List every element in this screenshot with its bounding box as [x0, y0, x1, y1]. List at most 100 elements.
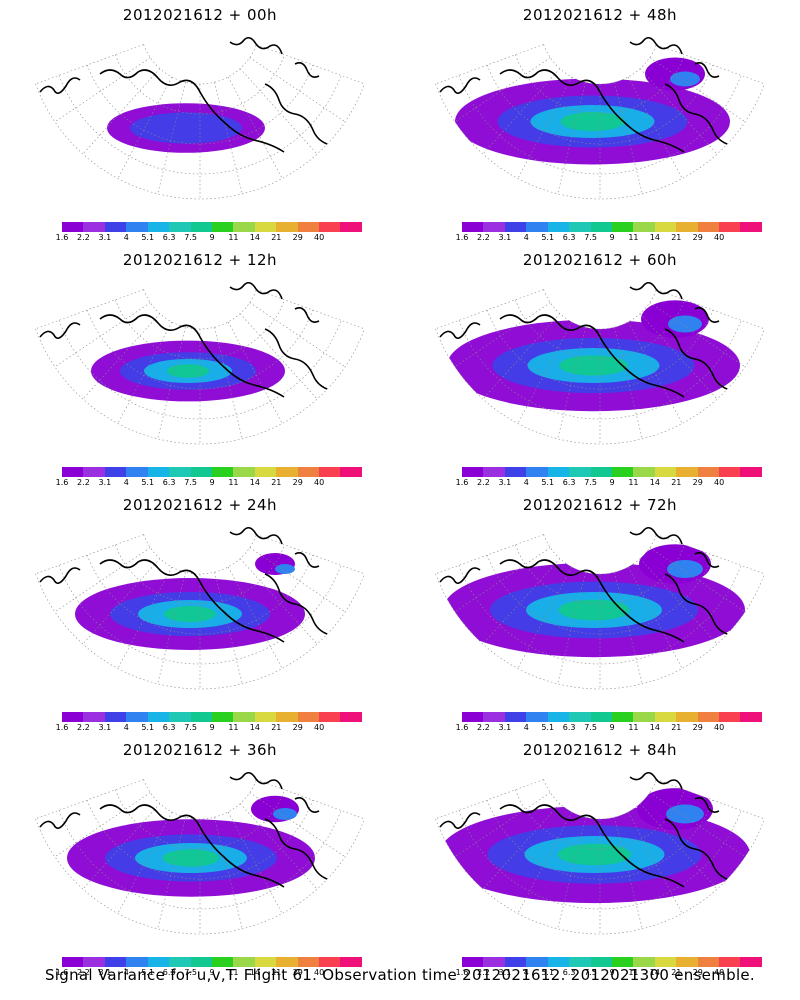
- colorbar-swatch: [169, 467, 191, 477]
- colorbar: 1.6 2.2 3.1 4 5.1 6.3 7.5 9 11 14 21 29 40: [456, 222, 762, 244]
- colorbar-label: 5.1: [541, 968, 555, 977]
- coastline: [39, 77, 81, 94]
- colorbar-label: 29: [692, 968, 703, 977]
- colorbar-swatch: [83, 957, 105, 967]
- colorbar-label: 1.6: [55, 968, 69, 977]
- colorbar-label: 9: [609, 723, 615, 732]
- meridian-line: [239, 803, 318, 890]
- colorbar-label: 4: [123, 968, 129, 977]
- colorbar-label: 40: [714, 233, 725, 242]
- colorbar-swatch: [190, 712, 212, 722]
- colorbar-label: 11: [628, 723, 639, 732]
- coastlines: [39, 526, 328, 643]
- colorbar-swatch: [547, 957, 570, 967]
- map-plot: [435, 281, 765, 445]
- meridian-line: [239, 313, 318, 400]
- colorbar-label: 11: [628, 478, 639, 487]
- colorbar-swatch: [126, 467, 148, 477]
- meridian-line: [517, 76, 573, 179]
- meridian-line: [239, 558, 318, 645]
- colorbar-label: 2.2: [477, 478, 490, 487]
- coastline: [229, 36, 283, 55]
- colorbar-label: 40: [714, 968, 725, 977]
- colorbar-swatches: [462, 712, 762, 722]
- coastline: [439, 812, 481, 829]
- coastlines: [39, 36, 328, 153]
- colorbar-label: 29: [292, 723, 303, 732]
- colorbar-swatches: [62, 957, 362, 967]
- colorbar-label: 6.3: [162, 723, 176, 732]
- colorbar-swatch: [740, 712, 762, 722]
- coastline: [499, 314, 685, 398]
- colorbar-label: 9: [609, 233, 615, 242]
- coastline: [499, 69, 685, 153]
- colorbar-label: 5.1: [541, 233, 555, 242]
- colorbar-swatch: [504, 222, 527, 232]
- coastline: [264, 328, 328, 390]
- meridian-line: [82, 313, 161, 400]
- colorbar-label: 4: [523, 723, 529, 732]
- colorbar-label: 4: [523, 968, 529, 977]
- colorbar-swatch: [126, 957, 148, 967]
- latitude-circle: [543, 779, 657, 820]
- colorbar-swatch: [319, 467, 341, 477]
- colorbar-swatch: [254, 957, 277, 967]
- colorbar-swatch: [740, 467, 762, 477]
- colorbar-swatch: [676, 712, 698, 722]
- colorbar-label: 14: [249, 478, 260, 487]
- coastline: [629, 771, 683, 790]
- variance-field: [67, 795, 315, 897]
- colorbar-swatch: [633, 467, 655, 477]
- colorbar-label: 11: [228, 233, 239, 242]
- meridian-line: [517, 321, 573, 424]
- coastline: [99, 314, 285, 398]
- colorbar-label: 7.5: [184, 723, 197, 732]
- colorbar-label: 2.2: [77, 723, 90, 732]
- colorbar-label: 6.3: [162, 233, 176, 242]
- colorbar-swatch: [340, 467, 362, 477]
- colorbar-swatches: [62, 467, 362, 477]
- coastline: [294, 62, 320, 78]
- meridian-line: [256, 289, 365, 330]
- latitude-circle: [543, 44, 657, 85]
- colorbar-swatch: [740, 222, 762, 232]
- coastlines: [439, 771, 728, 888]
- meridian-line: [627, 811, 683, 914]
- coastline: [629, 526, 683, 545]
- colorbar-label: 1.6: [455, 233, 469, 242]
- colorbar-label: 7.5: [584, 723, 597, 732]
- colorbar-swatch: [483, 467, 505, 477]
- colorbar-label: 11: [628, 968, 639, 977]
- colorbar-label: 21: [671, 233, 682, 242]
- meridian-line: [639, 558, 718, 645]
- colorbar-swatch: [62, 957, 84, 967]
- colorbar-swatch: [590, 712, 612, 722]
- latitude-circle: [115, 54, 285, 115]
- map-panel: 2012021612 + 48h 1.6 2.2 3.1 4 5.1 6.3 7.5 9 11 14…: [400, 0, 800, 245]
- coastline: [694, 62, 720, 78]
- variance-field: [455, 57, 730, 165]
- coastline: [264, 573, 328, 635]
- colorbar-label: 14: [249, 968, 260, 977]
- colorbar-swatch: [526, 467, 548, 477]
- colorbar-label: 14: [249, 233, 260, 242]
- colorbar-label: 3.1: [498, 968, 512, 977]
- variance-contour: [670, 71, 700, 87]
- coastlines: [39, 281, 328, 398]
- colorbar-swatch: [611, 957, 634, 967]
- colorbar-swatch: [233, 467, 255, 477]
- colorbar-swatch: [676, 222, 698, 232]
- meridian-line: [639, 68, 718, 155]
- latitude-circle: [143, 779, 257, 820]
- colorbar-swatch: [83, 467, 105, 477]
- colorbar-swatch: [147, 222, 170, 232]
- colorbar: 1.6 2.2 3.1 4 5.1 6.3 7.5 9 11 14 21 29 40: [56, 467, 362, 489]
- coastline: [39, 322, 81, 339]
- colorbar-swatch: [590, 957, 612, 967]
- panel-title: 2012021612 + 24h: [122, 496, 278, 514]
- colorbar-label: 40: [714, 723, 725, 732]
- latitude-circle: [543, 289, 657, 330]
- coastline: [99, 559, 285, 643]
- meridian-line: [227, 811, 283, 914]
- coastline: [664, 328, 728, 390]
